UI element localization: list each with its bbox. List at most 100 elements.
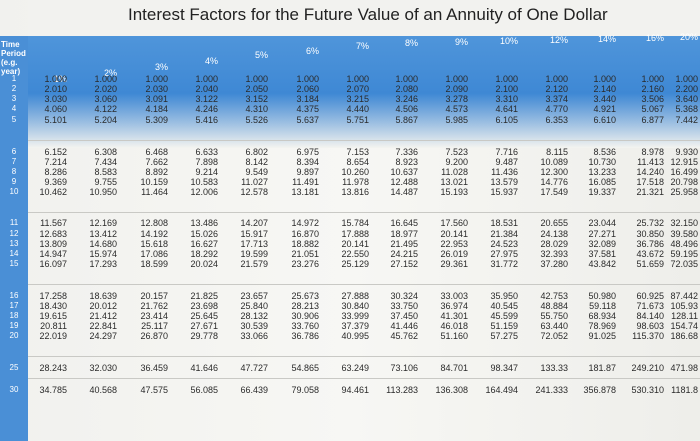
period-header-line: year) bbox=[1, 67, 21, 76]
factor-cell: 63.440 bbox=[540, 321, 568, 331]
factor-cell: 41.301 bbox=[440, 311, 468, 321]
rate-header: 4% bbox=[204, 56, 218, 66]
period-label: 4 bbox=[11, 104, 17, 113]
factor-cell: 186.68 bbox=[670, 331, 698, 341]
factor-cell: 11.436 bbox=[491, 167, 518, 177]
factor-cell: 14.680 bbox=[89, 239, 117, 249]
factor-cell: 2.090 bbox=[445, 84, 468, 94]
factor-cell: 8.892 bbox=[145, 167, 168, 177]
factor-cell: 5.101 bbox=[44, 115, 67, 125]
factor-cell: 19.615 bbox=[39, 311, 67, 321]
factor-cell: 66.439 bbox=[240, 385, 268, 395]
factor-cell: 29.778 bbox=[190, 331, 218, 341]
factor-cell: 48.496 bbox=[670, 239, 698, 249]
factor-cell: 1.000 bbox=[145, 74, 168, 84]
factor-cell: 105.93 bbox=[670, 301, 698, 311]
factor-cell: 9.214 bbox=[195, 167, 218, 177]
factor-cell: 15.618 bbox=[140, 239, 168, 249]
factor-cell: 42.753 bbox=[540, 291, 568, 301]
factor-cell: 40.545 bbox=[490, 301, 518, 311]
factor-cell: 3.152 bbox=[245, 94, 268, 104]
period-label: 15 bbox=[9, 259, 19, 268]
factor-cell: 22.841 bbox=[89, 321, 117, 331]
period-label: 8 bbox=[11, 167, 17, 176]
period-label: 2 bbox=[11, 84, 17, 93]
factor-cell: 3.246 bbox=[395, 94, 418, 104]
period-label: 10 bbox=[9, 187, 19, 196]
factor-cell: 3.091 bbox=[145, 94, 168, 104]
period-header-line: Time bbox=[1, 40, 20, 49]
factor-cell: 17.713 bbox=[240, 239, 268, 249]
factor-cell: 21.495 bbox=[390, 239, 418, 249]
factor-cell: 7.336 bbox=[395, 147, 418, 157]
period-label: 30 bbox=[9, 385, 19, 394]
factor-cell: 9.755 bbox=[94, 177, 117, 187]
factor-cell: 3.122 bbox=[195, 94, 218, 104]
factor-cell: 19.337 bbox=[588, 187, 616, 197]
factor-cell: 6.802 bbox=[245, 147, 268, 157]
factor-cell: 23.414 bbox=[140, 311, 168, 321]
factor-cell: 21.825 bbox=[190, 291, 218, 301]
factor-cell: 33.066 bbox=[240, 331, 268, 341]
factor-cell: 16.097 bbox=[39, 259, 67, 269]
factor-cell: 11.978 bbox=[342, 177, 369, 187]
factor-cell: 6.610 bbox=[593, 115, 616, 125]
factor-cell: 3.215 bbox=[346, 94, 369, 104]
factor-cell: 21.762 bbox=[140, 301, 168, 311]
factor-cell: 21.579 bbox=[240, 259, 268, 269]
factor-cell: 3.060 bbox=[94, 94, 117, 104]
factor-cell: 23.657 bbox=[240, 291, 268, 301]
factor-cell: 13.809 bbox=[39, 239, 67, 249]
factor-cell: 2.040 bbox=[195, 84, 218, 94]
factor-cell: 14.776 bbox=[540, 177, 568, 187]
factor-cell: 14.972 bbox=[291, 218, 319, 228]
factor-cell: 17.086 bbox=[140, 249, 168, 259]
factor-cell: 51.159 bbox=[490, 321, 518, 331]
factor-cell: 21.321 bbox=[636, 187, 664, 197]
factor-cell: 31.772 bbox=[490, 259, 518, 269]
factor-cell: 10.730 bbox=[588, 157, 616, 167]
period-header-line: (e.g. bbox=[1, 58, 18, 67]
factor-cell: 14.947 bbox=[39, 249, 67, 259]
factor-cell: 7.523 bbox=[445, 147, 468, 157]
factor-cell: 136.308 bbox=[435, 385, 468, 395]
period-label: 7 bbox=[11, 157, 17, 166]
factor-cell: 2.060 bbox=[296, 84, 319, 94]
rate-header: 16% bbox=[645, 33, 664, 43]
factor-cell: 34.785 bbox=[39, 385, 67, 395]
factor-cell: 15.937 bbox=[490, 187, 518, 197]
factor-cell: 1.000 bbox=[94, 74, 117, 84]
factor-cell: 27.975 bbox=[490, 249, 518, 259]
factor-cell: 18.882 bbox=[291, 239, 319, 249]
factor-cell: 16.627 bbox=[190, 239, 218, 249]
factor-cell: 24.523 bbox=[490, 239, 518, 249]
factor-cell: 94.461 bbox=[341, 385, 369, 395]
factor-cell: 15.026 bbox=[190, 229, 218, 239]
factor-cell: 6.633 bbox=[195, 147, 218, 157]
period-column bbox=[0, 36, 28, 441]
factor-cell: 10.950 bbox=[89, 187, 117, 197]
period-label: 20 bbox=[9, 331, 19, 340]
factor-cell: 51.160 bbox=[440, 331, 468, 341]
factor-cell: 48.884 bbox=[540, 301, 568, 311]
rate-header: 12% bbox=[549, 35, 568, 45]
factor-cell: 13.816 bbox=[341, 187, 369, 197]
factor-cell: 9.930 bbox=[675, 147, 698, 157]
factor-cell: 37.379 bbox=[341, 321, 369, 331]
factor-cell: 27.271 bbox=[588, 229, 616, 239]
factor-cell: 19.599 bbox=[240, 249, 268, 259]
factor-cell: 15.917 bbox=[240, 229, 268, 239]
factor-cell: 7.434 bbox=[94, 157, 117, 167]
factor-cell: 17.560 bbox=[440, 218, 468, 228]
factor-cell: 25.732 bbox=[636, 218, 664, 228]
factor-cell: 25.129 bbox=[341, 259, 369, 269]
factor-cell: 27.152 bbox=[390, 259, 418, 269]
rate-header: 5% bbox=[254, 50, 268, 60]
factor-cell: 18.430 bbox=[39, 301, 67, 311]
factor-cell: 7.442 bbox=[675, 115, 698, 125]
factor-cell: 164.494 bbox=[485, 385, 518, 395]
factor-cell: 8.286 bbox=[44, 167, 67, 177]
factor-cell: 10.637 bbox=[390, 167, 418, 177]
factor-cell: 2.100 bbox=[495, 84, 518, 94]
factor-cell: 37.450 bbox=[390, 311, 418, 321]
